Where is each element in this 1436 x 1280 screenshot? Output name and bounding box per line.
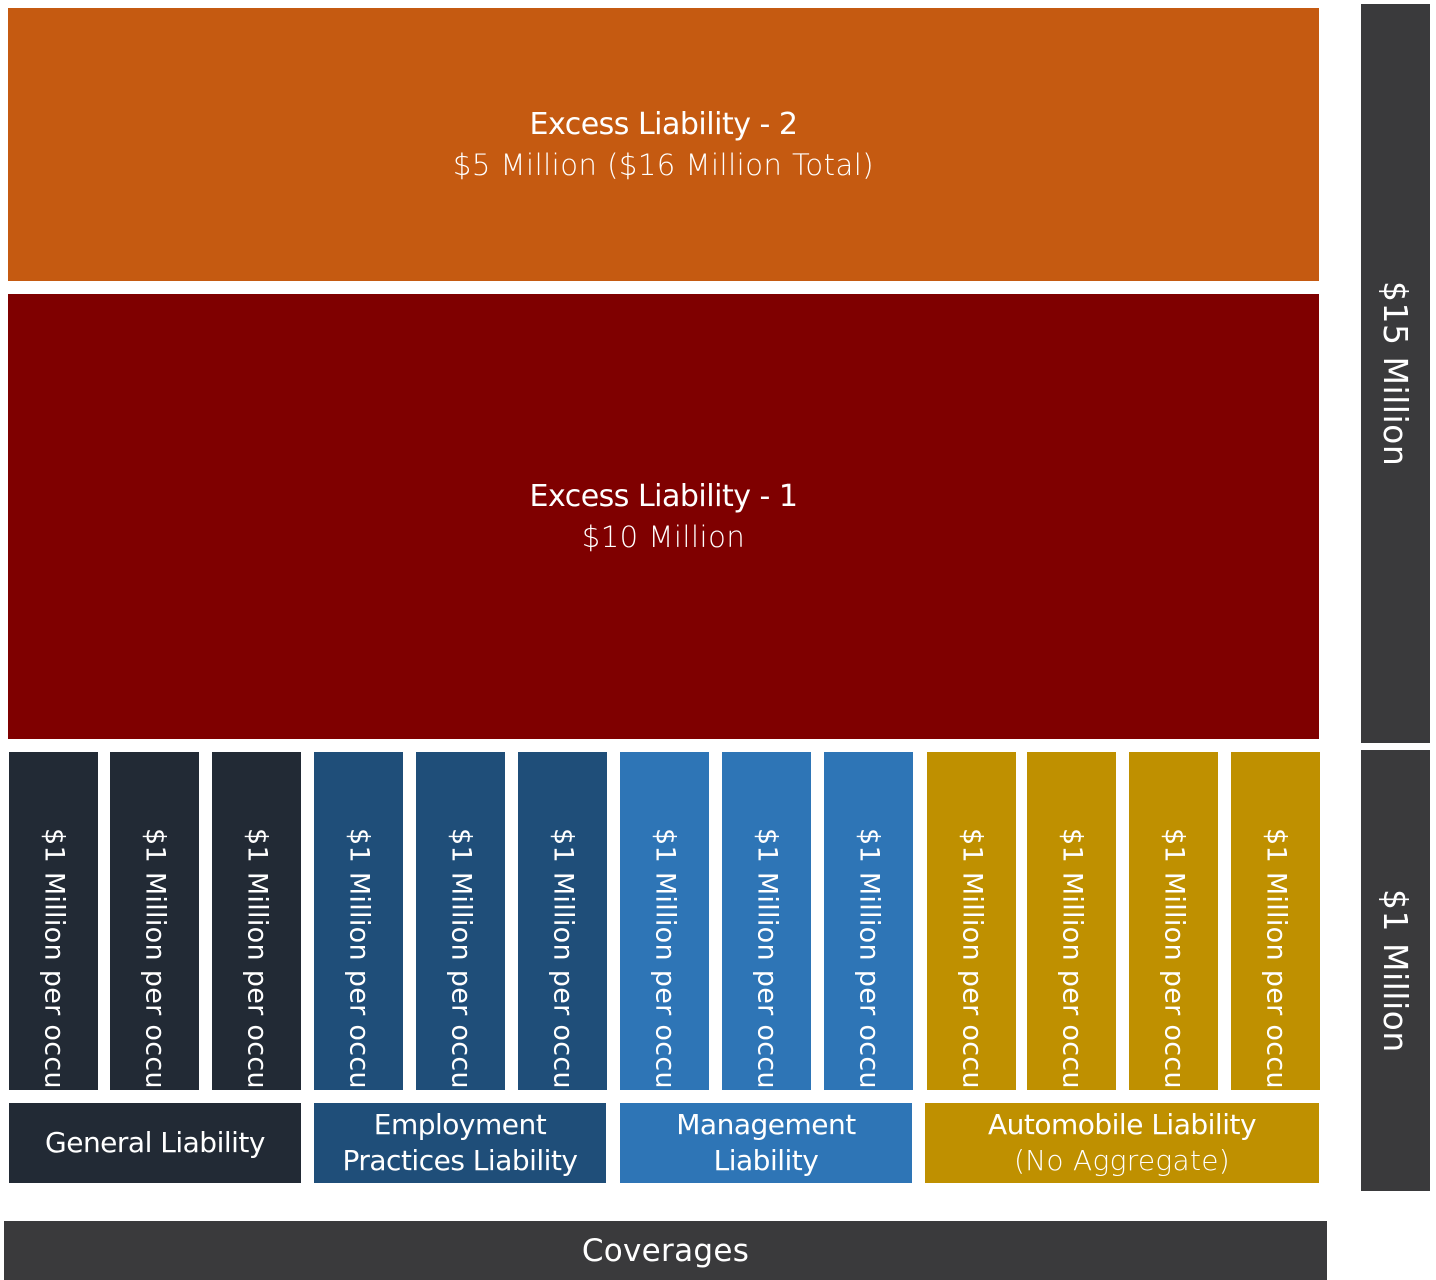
excess-liability-1-title: Excess Liability - 1: [529, 478, 798, 514]
group-label-line1: Automobile Liability: [987, 1108, 1257, 1141]
coverages-footer: Coverages: [4, 1221, 1327, 1280]
excess-liability-1-block: Excess Liability - 1 $10 Million: [8, 294, 1319, 739]
management-liability-column: $1 Million per occurrence: [722, 752, 811, 1177]
side-total-excess-label: $15 Million: [1376, 280, 1415, 467]
excess-liability-2-amount: $5 Million ($16 Million Total): [452, 147, 875, 182]
automobile-liability-column: $1 Million per occurrence: [1129, 752, 1218, 1177]
general-liability-label: General Liability: [9, 1103, 301, 1183]
employment-practices-column: $1 Million per occurrence: [416, 752, 505, 1177]
excess-liability-2-title: Excess Liability - 2: [529, 106, 798, 142]
automobile-liability-column: $1 Million per occurrence: [1027, 752, 1116, 1177]
general-liability-column: $1 Million per occurrence: [110, 752, 199, 1177]
employment-practices-column: $1 Million per occurrence: [314, 752, 403, 1177]
management-liability-label: Management Liability: [620, 1103, 912, 1183]
group-label-line1: Employment: [373, 1108, 547, 1141]
group-label-line2: Practices Liability: [342, 1144, 578, 1177]
group-label-line1: General Liability: [45, 1126, 265, 1159]
general-liability-column: $1 Million per occurrence: [212, 752, 301, 1177]
side-primary-label: $1 Million: [1376, 888, 1415, 1053]
group-label-line1: Management: [676, 1108, 856, 1141]
automobile-liability-column: $1 Million per occurrence: [927, 752, 1016, 1177]
group-label-line2: (No Aggregate): [1013, 1144, 1231, 1177]
management-liability-column: $1 Million per occurrence: [824, 752, 913, 1177]
automobile-liability-column: $1 Million per occurrence: [1231, 752, 1320, 1177]
excess-liability-2-block: Excess Liability - 2 $5 Million ($16 Mil…: [8, 8, 1319, 281]
coverages-label: Coverages: [581, 1232, 750, 1269]
excess-liability-1-amount: $10 Million: [581, 519, 746, 554]
general-liability-column: $1 Million per occurrence: [9, 752, 98, 1177]
automobile-liability-label: Automobile Liability (No Aggregate): [925, 1103, 1319, 1183]
side-total-excess-bar: $15 Million: [1361, 4, 1430, 743]
management-liability-column: $1 Million per occurrence: [620, 752, 709, 1177]
side-primary-bar: $1 Million: [1361, 750, 1430, 1191]
group-label-line2: Liability: [713, 1144, 819, 1177]
employment-practices-liability-label: Employment Practices Liability: [314, 1103, 606, 1183]
employment-practices-column: $1 Million per occurrence: [518, 752, 607, 1177]
